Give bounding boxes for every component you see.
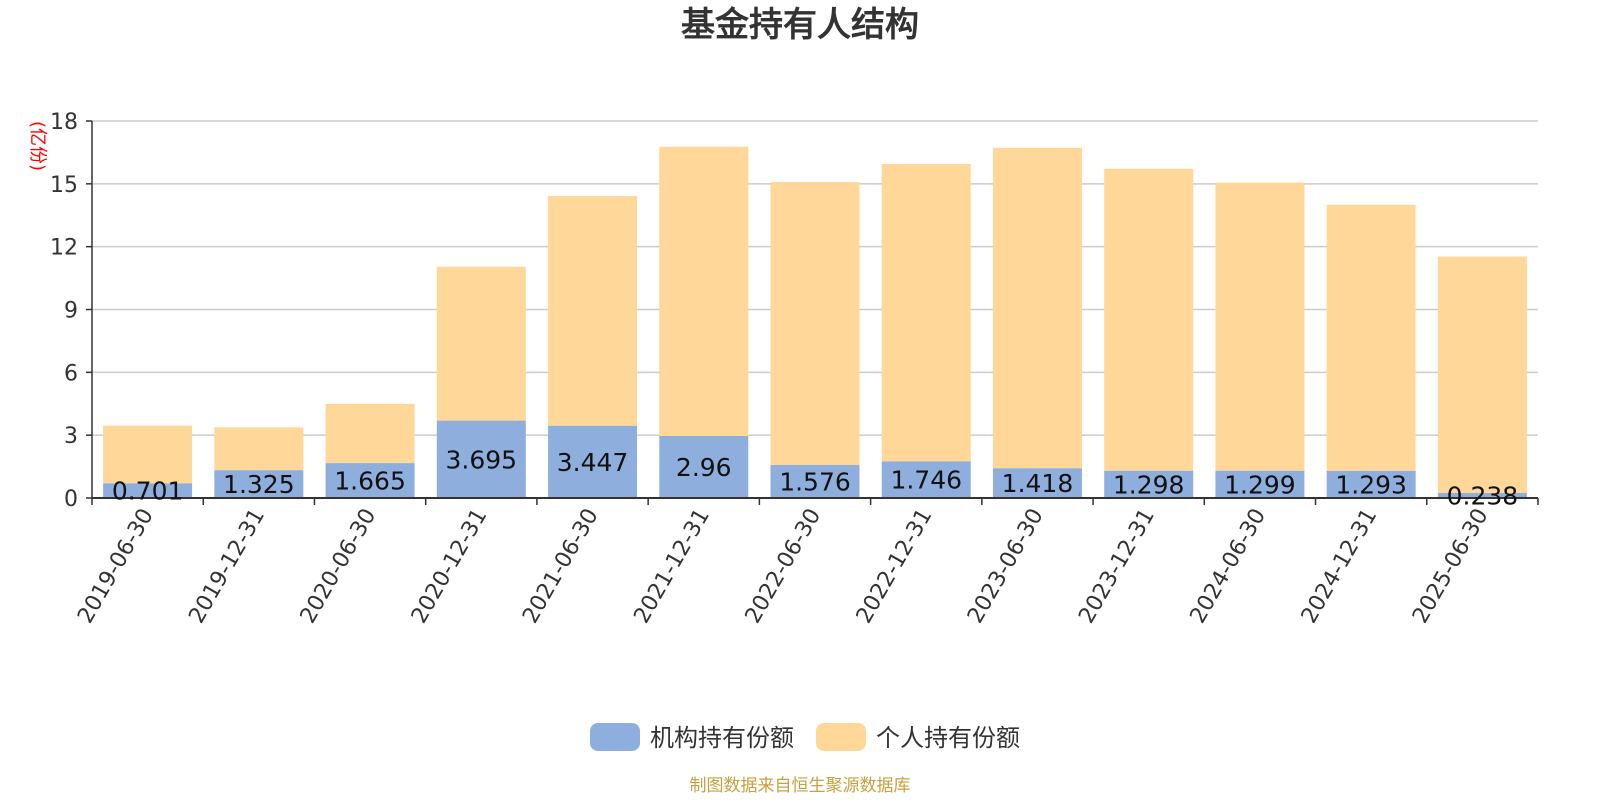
data-label-institutional: 1.665 (334, 467, 406, 496)
data-label-institutional: 1.298 (1113, 470, 1185, 499)
x-tick-label: 2021-12-31 (629, 505, 715, 628)
legend-label: 机构持有份额 (650, 724, 794, 752)
bar-institutional-2023-06-30[interactable] (992, 468, 1082, 498)
legend-label: 个人持有份额 (876, 724, 1020, 752)
x-tick-label: 2025-06-30 (1408, 505, 1494, 628)
bar-individual-2021-06-30[interactable] (548, 196, 638, 426)
y-tick-label: 18 (50, 110, 78, 135)
bar-institutional-2021-12-31[interactable] (659, 436, 749, 498)
data-label-institutional: 1.325 (223, 470, 295, 499)
legend-item-0[interactable]: 机构持有份额 (590, 723, 794, 752)
bar-individual-2022-06-30[interactable] (770, 182, 860, 465)
data-labels: 0.701 1.325 1.665 3.695 3.447 2.96 1.576 1.746 1… (112, 445, 1518, 510)
x-tick-label: 2022-06-30 (741, 505, 827, 628)
bar-institutional-2022-12-31[interactable] (881, 461, 971, 498)
data-label-institutional: 2.96 (676, 453, 732, 482)
x-tick-label: 2019-06-30 (73, 505, 159, 628)
x-tick-label: 2019-12-31 (184, 505, 270, 628)
data-label-institutional: 0.238 (1447, 482, 1519, 511)
bar-individual-2024-12-31[interactable] (1326, 204, 1416, 471)
bar-institutional-2024-06-30[interactable] (1215, 470, 1305, 498)
bar-individual-2023-06-30[interactable] (992, 147, 1082, 469)
data-label-institutional: 1.293 (1335, 470, 1407, 499)
y-tick-label: 6 (64, 361, 78, 386)
x-tick-label: 2021-06-30 (518, 505, 604, 628)
bar-institutional-2019-06-30[interactable] (103, 483, 193, 498)
bars (103, 146, 1527, 498)
bar-individual-2019-12-31[interactable] (214, 427, 304, 471)
x-tick-label: 2024-12-31 (1297, 505, 1383, 628)
x-tick-label: 2023-12-31 (1074, 505, 1160, 628)
x-tick-label: 2020-12-31 (407, 505, 493, 628)
bar-individual-2024-06-30[interactable] (1215, 182, 1305, 471)
legend[interactable]: 机构持有份额 个人持有份额 (590, 723, 1020, 752)
y-tick-label: 9 (64, 299, 78, 324)
bar-individual-2021-12-31[interactable] (659, 146, 749, 437)
y-tick-label: 0 (64, 487, 78, 512)
y-tick-label: 15 (50, 173, 78, 198)
x-tick-label: 2022-12-31 (852, 505, 938, 628)
data-label-institutional: 3.695 (446, 445, 518, 474)
bar-individual-2023-12-31[interactable] (1104, 168, 1194, 471)
bar-individual-2019-06-30[interactable] (103, 425, 193, 484)
y-tick-label: 12 (50, 236, 78, 261)
bar-individual-2020-06-30[interactable] (325, 403, 415, 464)
bar-institutional-2022-06-30[interactable] (770, 464, 860, 498)
data-label-institutional: 1.299 (1224, 470, 1296, 499)
data-label-institutional: 1.746 (890, 466, 962, 495)
x-tick-label: 2023-06-30 (963, 505, 1049, 628)
y-axis-unit-label: (亿份) (27, 121, 48, 171)
bar-institutional-2025-06-30[interactable] (1437, 493, 1527, 498)
data-label-institutional: 1.576 (779, 467, 851, 496)
data-label-institutional: 1.418 (1002, 469, 1074, 498)
bar-individual-2022-12-31[interactable] (881, 164, 971, 462)
legend-swatch (590, 723, 640, 751)
bar-individual-2020-12-31[interactable] (436, 266, 526, 421)
bar-institutional-2023-12-31[interactable] (1104, 470, 1194, 498)
chart-title: 基金持有人结构 (681, 5, 919, 45)
bar-institutional-2020-06-30[interactable] (325, 463, 415, 498)
data-label-institutional: 3.447 (557, 448, 629, 477)
bar-individual-2025-06-30[interactable] (1437, 256, 1527, 494)
legend-item-1[interactable]: 个人持有份额 (816, 723, 1020, 752)
bar-institutional-2021-06-30[interactable] (548, 425, 638, 498)
x-tick-label: 2024-06-30 (1186, 505, 1272, 628)
bar-institutional-2019-12-31[interactable] (214, 470, 304, 498)
y-tick-label: 3 (64, 424, 78, 449)
legend-swatch (816, 723, 866, 751)
bar-institutional-2024-12-31[interactable] (1326, 470, 1416, 498)
data-source-footer: 制图数据来自恒生聚源数据库 (690, 776, 911, 796)
data-label-institutional: 0.701 (112, 477, 184, 506)
x-tick-label: 2020-06-30 (296, 505, 382, 628)
bar-institutional-2020-12-31[interactable] (436, 420, 526, 498)
